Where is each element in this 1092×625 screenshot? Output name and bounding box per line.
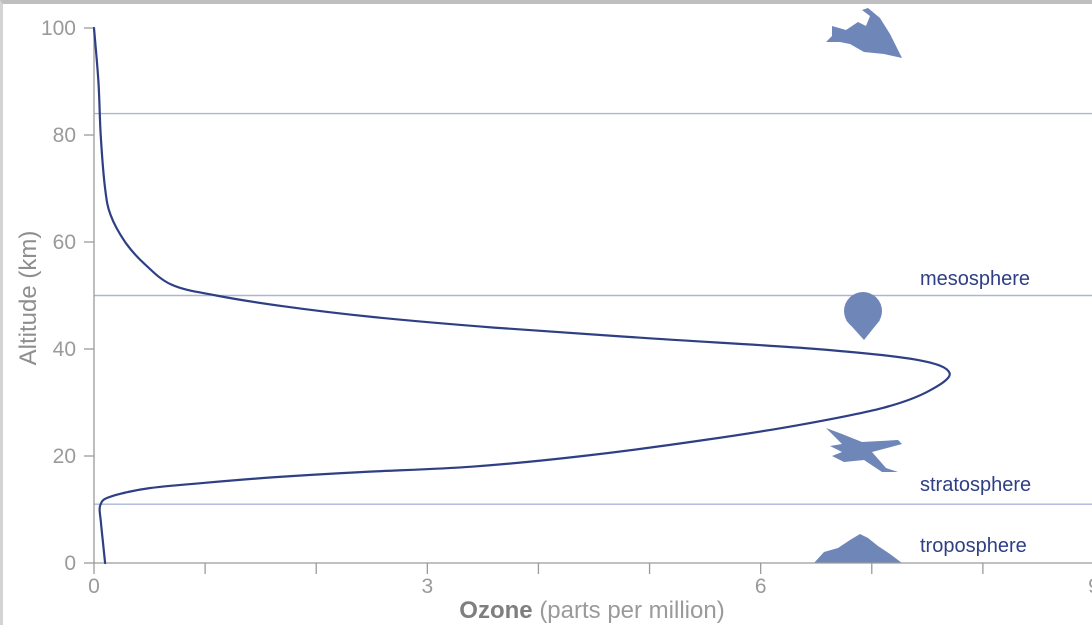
altitude-icons (814, 8, 902, 563)
y-tick-label-0: 0 (64, 552, 76, 575)
mountain-icon (814, 534, 902, 563)
y-tick-label-40: 40 (53, 338, 76, 361)
x-axis-title-main: Ozone (459, 597, 532, 624)
x-axis-ticks: 0 3 6 9 (88, 563, 1092, 598)
series-group (92, 26, 951, 565)
airplane-icon (826, 428, 902, 472)
y-axis-title: Altitude (km) (15, 231, 42, 366)
axes (93, 28, 1092, 564)
mesosphere-label: mesosphere (920, 268, 1030, 290)
ozone-profile-line (92, 26, 951, 565)
balloon-icon (844, 292, 882, 340)
x-tick-label-0: 0 (88, 575, 100, 598)
x-axis-title-unit: (parts per million) (539, 597, 724, 624)
y-tick-label-80: 80 (53, 124, 76, 147)
y-tick-label-100: 100 (41, 17, 76, 40)
x-tick-label-6: 6 (755, 575, 767, 598)
y-axis-ticks: 0 20 40 60 80 100 (41, 17, 94, 575)
atmosphere-boundaries (94, 112, 1092, 505)
y-tick-label-60: 60 (53, 231, 76, 254)
x-tick-label-9: 9 (1088, 575, 1092, 598)
x-axis-title: Ozone (parts per million) (459, 597, 724, 624)
space-plane-icon (826, 8, 902, 58)
x-tick-label-3: 3 (421, 575, 433, 598)
y-tick-label-20: 20 (53, 445, 76, 468)
stratosphere-label: stratosphere (920, 474, 1031, 496)
layer-labels: mesosphere stratosphere troposphere (920, 268, 1031, 557)
troposphere-label: troposphere (920, 535, 1027, 557)
